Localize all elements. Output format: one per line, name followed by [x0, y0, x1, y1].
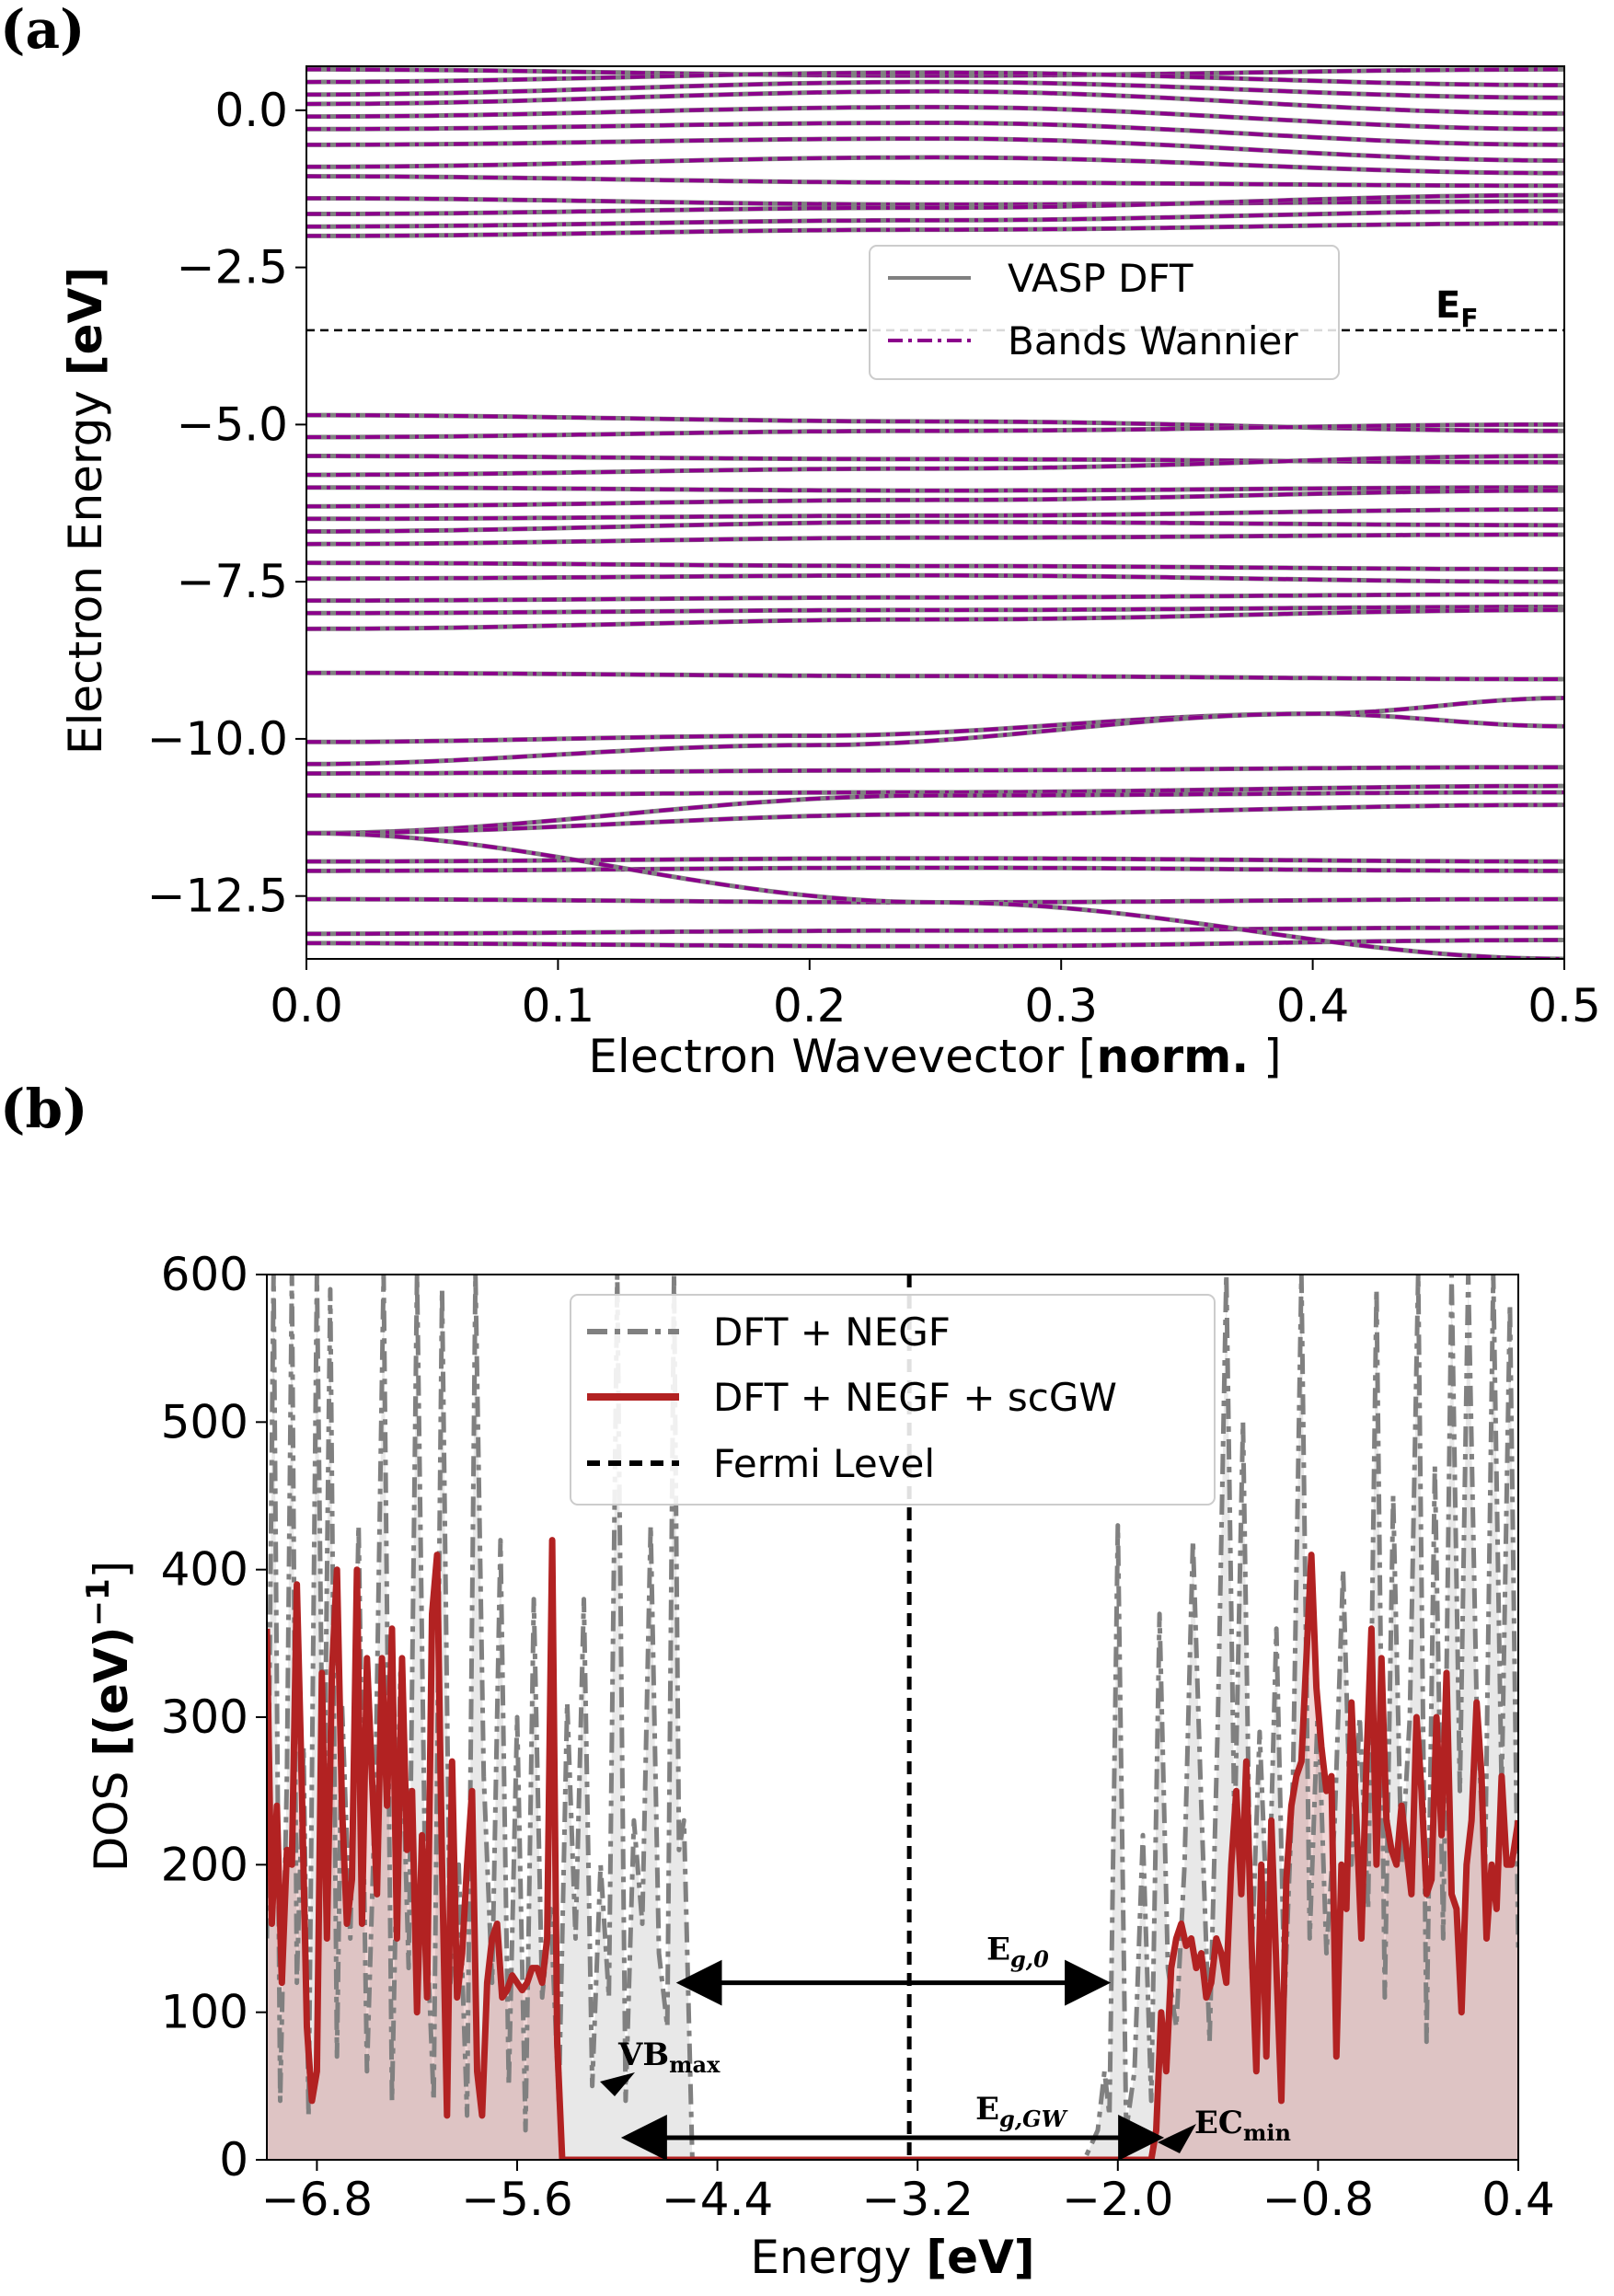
panel-b-annotations: Eg,0 Eg,GW VBmax ECmin: [600, 1932, 1291, 2161]
wannier-band-line: [306, 925, 1564, 936]
ecmin-label: ECmin: [1194, 2105, 1291, 2146]
x-tick-label: 0.2: [773, 979, 847, 1033]
y-tick-label: 600: [161, 1248, 248, 1301]
x-tick-label: −2.0: [1062, 2173, 1173, 2226]
ecmin-arrowhead: [1158, 2124, 1196, 2153]
x-tick-label: 0.4: [1276, 979, 1350, 1033]
wannier-band-line: [306, 413, 1564, 433]
panel-a-label: (a): [0, 0, 85, 61]
wannier-band-line: [306, 67, 1564, 78]
panel-b-y-axis: 0 100 200 300 400 500 600: [161, 1248, 267, 2186]
vbmax-label: VBmax: [617, 2036, 721, 2078]
x-tick-label: −0.8: [1262, 2173, 1374, 2226]
wannier-band-line: [306, 221, 1564, 238]
x-tick-label: 0.0: [270, 979, 343, 1033]
legend-label-dft-negf-scgw: DFT + NEGF + scGW: [713, 1375, 1117, 1420]
x-tick-label: −6.8: [261, 2173, 373, 2226]
panel-b-series: [267, 1275, 1518, 2160]
x-tick-label: 0.3: [1024, 979, 1098, 1033]
legend-label-bands-wannier: Bands Wannier: [1008, 318, 1298, 363]
x-tick-label: 0.1: [522, 979, 595, 1033]
wannier-band-line: [306, 671, 1564, 681]
panel-a-x-label: Electron Wavevector [norm. ]: [588, 1030, 1281, 1083]
y-tick-label: −12.5: [147, 870, 288, 923]
x-tick-label: 0.5: [1528, 979, 1601, 1033]
panel-a-legend: VASP DFT Bands Wannier: [869, 245, 1340, 380]
y-tick-label: 100: [161, 1986, 248, 2039]
dos-area-fill: [267, 1540, 1518, 2160]
panel-b-x-axis: −6.8 −5.6 −4.4 −3.2 −2.0 −0.8 0.4: [261, 2160, 1555, 2226]
panel-a-legend-box: [869, 245, 1340, 380]
legend-label-vasp-dft: VASP DFT: [1008, 256, 1193, 301]
panel-a-fermi-label: EF: [1435, 284, 1478, 333]
panel-b-legend-box: [570, 1294, 1216, 1506]
wannier-band-line: [306, 136, 1564, 163]
wannier-band-line: [306, 454, 1564, 477]
wannier-band-line: [306, 422, 1564, 439]
panel-a-bands: [306, 66, 1564, 959]
y-tick-label: 300: [161, 1690, 248, 1744]
legend-label-dft-negf: DFT + NEGF: [713, 1310, 951, 1355]
panel-b-x-label: Energy [eV]: [750, 2231, 1034, 2284]
wannier-band-line: [306, 485, 1564, 493]
wannier-band-line: [306, 560, 1564, 571]
panel-b-legend: DFT + NEGF DFT + NEGF + scGW Fermi Level: [570, 1294, 1216, 1506]
wannier-band-line: [306, 532, 1564, 547]
y-tick-label: −7.5: [177, 555, 288, 608]
x-tick-label: −3.2: [861, 2173, 973, 2226]
wannier-band-line: [306, 573, 1564, 584]
panel-a-y-label: Electron Energy [eV]: [59, 267, 112, 755]
wannier-band-line: [306, 105, 1564, 132]
vbmax-arrowhead: [600, 2072, 635, 2096]
wannier-band-line: [306, 454, 1564, 465]
wannier-band-line: [306, 70, 1564, 87]
wannier-band-line: [306, 489, 1564, 509]
wannier-band-line: [306, 174, 1564, 188]
wannier-band-line: [306, 193, 1564, 216]
y-tick-label: 0.0: [214, 84, 288, 137]
x-tick-label: 0.4: [1481, 2173, 1555, 2226]
wannier-band-line: [306, 711, 1564, 744]
x-tick-label: −4.4: [662, 2173, 773, 2226]
y-tick-label: −2.5: [177, 241, 288, 294]
panel-a-y-axis: 0.0 −2.5 −5.0 −7.5 −10.0 −12.5: [147, 84, 306, 923]
y-tick-label: 200: [161, 1838, 248, 1891]
wannier-band-line: [306, 592, 1564, 603]
wannier-band-line: [306, 121, 1564, 147]
wannier-band-line: [306, 831, 1564, 959]
wannier-band-line: [306, 802, 1564, 836]
wannier-band-line: [306, 938, 1564, 949]
panel-a-frame: [306, 65, 1565, 960]
panel-a-x-axis: 0.0 0.1 0.2 0.3 0.4 0.5: [270, 959, 1601, 1033]
eggw-label: Eg,GW: [975, 2091, 1068, 2132]
wannier-band-line: [306, 696, 1564, 767]
y-tick-label: −10.0: [147, 712, 288, 766]
wannier-band-line: [306, 89, 1564, 116]
legend-label-fermi-level: Fermi Level: [713, 1441, 935, 1486]
x-tick-label: −5.6: [461, 2173, 572, 2226]
y-tick-label: 400: [161, 1543, 248, 1597]
eg0-label: Eg,0: [986, 1932, 1049, 1973]
wannier-band-line: [306, 209, 1564, 229]
wannier-band-line: [306, 605, 1564, 616]
panel-b-label: (b): [0, 1078, 87, 1140]
wannier-band-line: [306, 196, 1564, 207]
wannier-band-line: [306, 80, 1564, 100]
wannier-band-line: [306, 765, 1564, 776]
wannier-band-line: [306, 866, 1564, 873]
wannier-band-line: [306, 790, 1564, 836]
wannier-band-line: [306, 155, 1564, 176]
dft-negf-scgw-line: [267, 1537, 1518, 2160]
wannier-band-line: [306, 520, 1564, 534]
wannier-band-line: [306, 784, 1564, 798]
wannier-band-line: [306, 507, 1564, 521]
y-tick-label: −5.0: [177, 398, 288, 451]
panel-b-y-label: DOS [(eV)−1]: [80, 1561, 138, 1872]
wannier-band-line: [306, 607, 1564, 631]
y-tick-label: 500: [161, 1395, 248, 1448]
y-tick-label: 0: [219, 2133, 248, 2186]
wannier-band-line: [306, 856, 1564, 864]
